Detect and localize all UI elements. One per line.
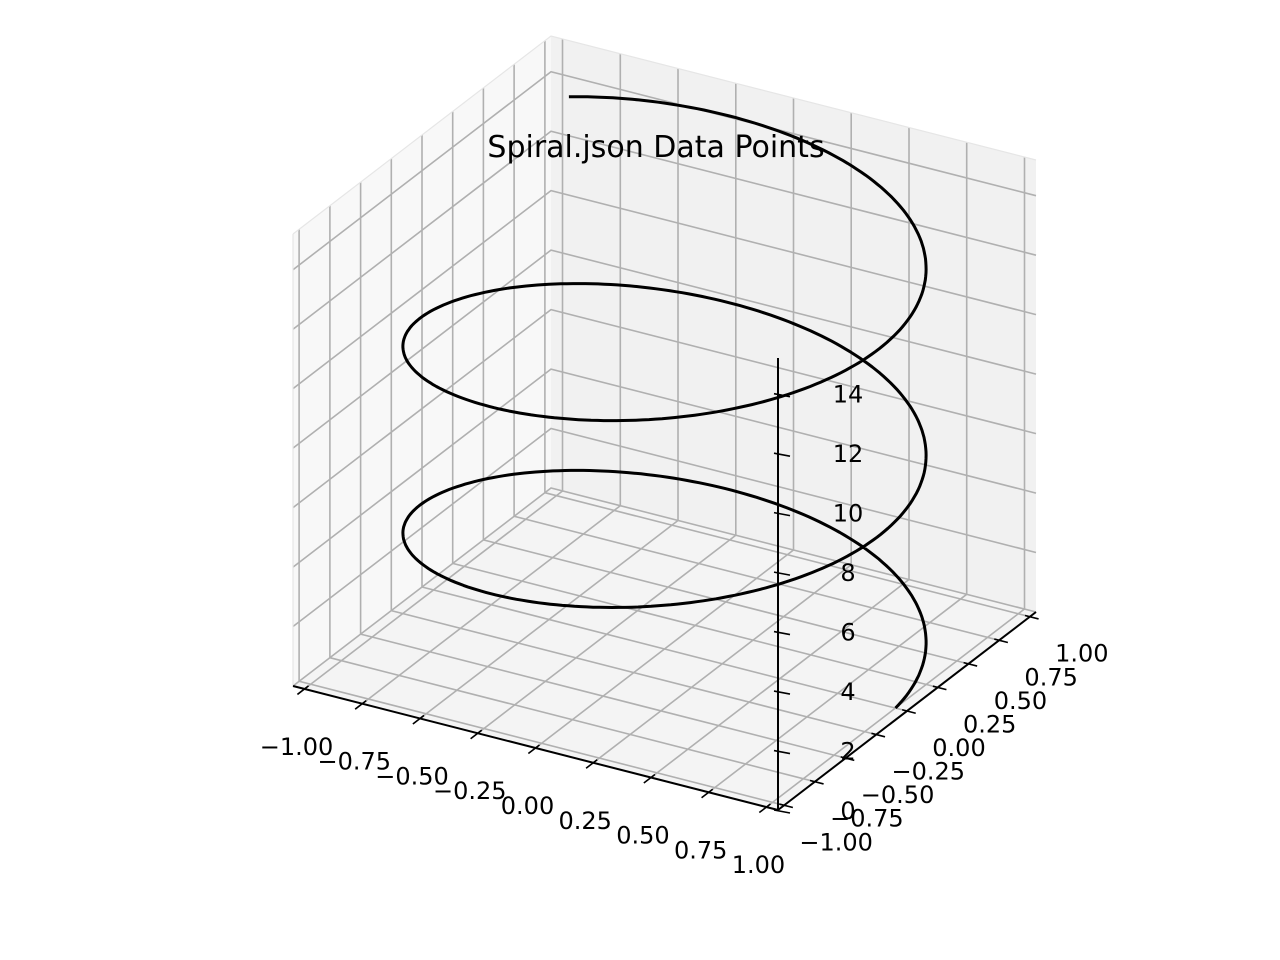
x-tick-mark [585,759,598,769]
x-tick-mark [354,700,367,710]
y-tick-label: −1.00 [799,828,873,856]
z-tick-mark [773,452,791,457]
grid-line-z [292,70,1037,271]
y-tick-mark [994,638,1009,644]
grid-line-z [292,368,1037,568]
y-tick-label: −0.50 [861,781,935,809]
grid-line-z [292,249,1037,449]
x-tick-mark [701,788,714,799]
x-tick-label: −1.00 [260,733,334,761]
y-tick-mark [840,756,855,762]
x-tick-mark [296,685,310,696]
tick-marks [296,392,1039,814]
z-tick-label: 2 [840,738,855,766]
z-tick-mark [773,511,791,517]
grid-line-z [292,487,1037,687]
grid-lines [292,35,1037,811]
z-tick-label: 8 [840,559,855,587]
y-tick-label: 0.00 [932,734,985,762]
y-tick-mark [871,732,886,738]
grid-line-z [292,427,1037,628]
y-tick-label: 0.25 [963,710,1016,738]
plot-area [401,95,928,710]
z-tick-label: 4 [840,678,855,706]
y-tick-label: −0.25 [892,758,966,786]
x-tick-mark [643,773,656,784]
chart-title: Spiral.json Data Points [487,130,824,165]
pane-edge-top [292,35,1037,235]
x-tick-label: 0.50 [616,822,669,850]
y-tick-mark [963,661,978,667]
z-tick-label: 6 [840,619,855,647]
series-line-spiral [401,95,928,710]
x-tick-label: 1.00 [732,851,785,879]
y-tick-label: 1.00 [1055,640,1108,668]
y-tick-mark [779,803,794,809]
y-tick-mark [932,685,947,691]
z-tick-mark [773,749,791,755]
y-tick-label: −0.75 [830,805,904,833]
y-tick-label: 0.75 [1024,663,1077,691]
y-tick-mark [1024,614,1039,620]
x-tick-label: 0.75 [674,836,727,864]
x-tick-label: −0.50 [375,762,449,790]
x-tick-mark [412,714,425,725]
z-tick-mark [773,571,791,576]
x-tick-mark [527,744,540,755]
x-tick-label: −0.25 [433,777,507,805]
grid-line-z [292,189,1037,390]
z-tick-label: 14 [833,381,864,409]
x-tick-label: 0.00 [501,792,554,820]
grid-line-z [292,308,1037,509]
z-tick-label: 0 [840,797,855,825]
grid-line-z [292,130,1037,330]
z-tick-mark [773,809,791,814]
y-tick-label: 0.50 [994,687,1047,715]
x-tick-label: 0.25 [559,807,612,835]
tick-labels: −1.00−0.75−0.50−0.250.000.250.500.751.00… [260,381,1109,879]
z-tick-mark [773,690,791,695]
x-tick-mark [470,729,483,740]
z-tick-label: 12 [833,440,864,468]
z-tick-label: 10 [833,500,864,528]
y-tick-mark [809,779,824,785]
x-tick-mark [758,803,771,814]
y-tick-mark [901,708,916,715]
z-tick-mark [773,630,791,636]
x-tick-label: −0.75 [318,748,392,776]
